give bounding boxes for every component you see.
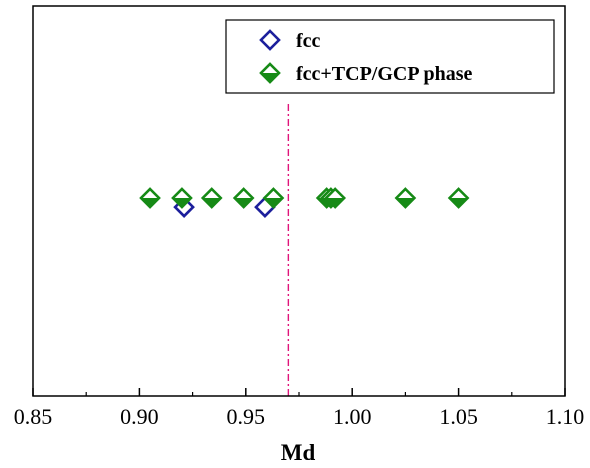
data-point-series-1 (203, 189, 221, 207)
x-tick-label: 0.90 (120, 404, 159, 429)
x-tick-label: 1.10 (546, 404, 585, 429)
data-point-series-1 (264, 189, 282, 207)
x-tick-label: 1.05 (439, 404, 478, 429)
x-tick-label: 1.00 (333, 404, 372, 429)
data-point-series-1 (235, 189, 253, 207)
data-point-series-1 (450, 189, 468, 207)
x-axis-title: Md (281, 440, 316, 465)
x-tick-label: 0.95 (227, 404, 266, 429)
legend-label-fcc-tcp-gcp: fcc+TCP/GCP phase (296, 63, 473, 85)
x-tick-label: 0.85 (14, 404, 53, 429)
legend-label-fcc: fcc (296, 30, 321, 52)
data-point-series-1 (141, 189, 159, 207)
data-point-series-1 (396, 189, 414, 207)
legend: fcc fcc+TCP/GCP phase (226, 20, 554, 93)
data-point-series-1 (173, 189, 191, 207)
